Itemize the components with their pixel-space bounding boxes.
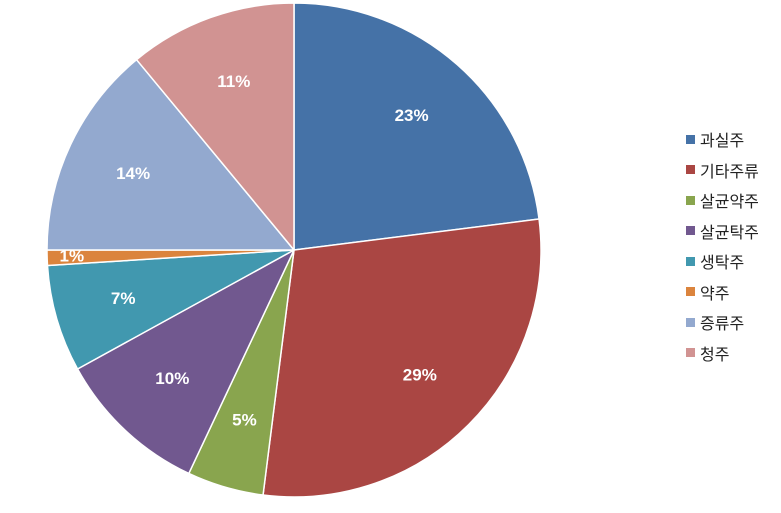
legend-swatch <box>686 287 695 297</box>
legend-swatch <box>686 348 695 358</box>
slice-data-label-6: 1% <box>60 246 85 265</box>
slice-data-label-8: 11% <box>217 72 250 91</box>
legend-label: 기타주류 <box>700 161 759 181</box>
legend-label: 살균탁주 <box>700 222 759 242</box>
legend-label: 생탁주 <box>700 253 745 273</box>
legend-swatch <box>686 134 695 144</box>
legend-swatch <box>686 195 695 205</box>
legend-label: 증류주 <box>700 314 745 334</box>
legend-item: 청주 <box>686 338 781 369</box>
legend-label: 청주 <box>700 344 730 364</box>
legend-swatch <box>686 226 695 236</box>
legend-swatch <box>686 165 695 175</box>
pie-slice-8 <box>135 2 295 251</box>
pie-slice-5 <box>46 249 295 370</box>
slice-data-label-3: 5% <box>232 410 257 429</box>
legend-item: 생탁주 <box>686 246 781 277</box>
legend-item: 증류주 <box>686 307 781 338</box>
pie-slice-4 <box>76 249 295 475</box>
legend-swatch <box>686 256 695 266</box>
legend-item: 기타주류 <box>686 155 781 186</box>
legend-label: 살균약주 <box>700 192 759 212</box>
legend-item: 약주 <box>686 277 781 308</box>
pie-slice-7 <box>46 58 295 251</box>
legend-label: 과실주 <box>700 131 745 151</box>
legend-item: 살균약주 <box>686 185 781 216</box>
legend-swatch <box>686 317 695 327</box>
slice-data-label-5: 7% <box>111 289 136 308</box>
pie-slice-1 <box>293 2 540 251</box>
legend-item: 과실주 <box>686 124 781 155</box>
legend-item: 살균탁주 <box>686 216 781 247</box>
slice-data-label-2: 29% <box>403 365 437 384</box>
slice-data-label-1: 23% <box>395 106 429 125</box>
pie-slice-2 <box>262 218 542 498</box>
legend-label: 약주 <box>700 283 730 303</box>
slice-data-label-4: 10% <box>155 369 189 388</box>
slice-data-label-7: 14% <box>116 164 150 183</box>
